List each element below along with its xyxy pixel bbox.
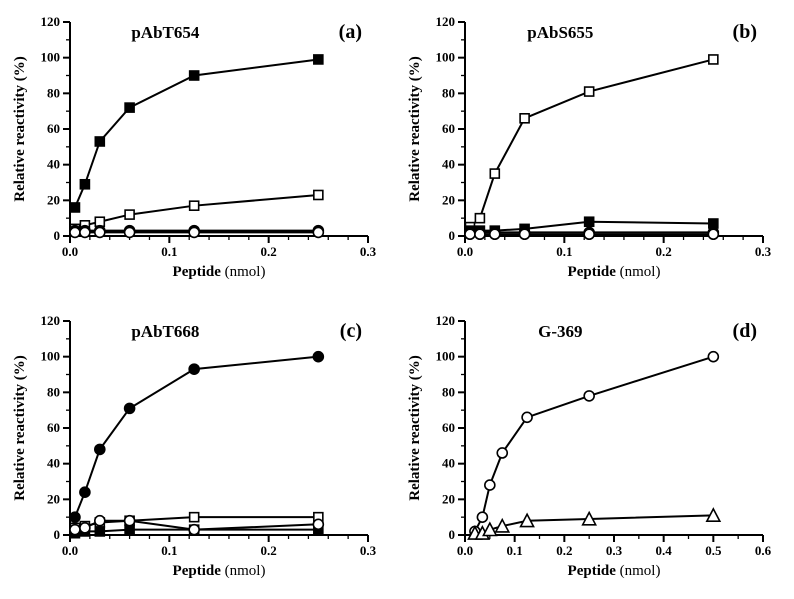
svg-text:0: 0: [54, 527, 61, 542]
svg-text:60: 60: [442, 420, 455, 435]
panel-title: pAbT668: [131, 322, 199, 341]
svg-text:0.5: 0.5: [705, 543, 722, 558]
panel-b: 0 20 40 60 80 100 120 0.0 0.1 0.2 0.3 Relative reac…: [403, 8, 786, 293]
svg-text:40: 40: [47, 157, 60, 172]
svg-text:100: 100: [41, 348, 61, 363]
y-axis-label: Relative reactivity (%): [407, 56, 423, 202]
svg-text:80: 80: [47, 384, 60, 399]
svg-text:0.1: 0.1: [161, 543, 177, 558]
svg-text:0.4: 0.4: [656, 543, 673, 558]
x-axis-label: Peptide (nmol): [568, 264, 661, 280]
svg-text:0.1: 0.1: [507, 543, 523, 558]
figure-grid: 0 20 40 60 80 100 120 0.0 0.1 0.2 0.3 Relative reac…: [0, 0, 794, 599]
x-axis-label: Peptide (nmol): [173, 264, 266, 280]
svg-text:0.3: 0.3: [360, 543, 377, 558]
panel-title: G-369: [538, 322, 582, 341]
svg-text:0.0: 0.0: [62, 244, 78, 259]
svg-text:80: 80: [442, 85, 455, 100]
panel-title: pAbT654: [131, 23, 200, 42]
panel-d: 0 20 40 60 80 100 120 0.0 0.1 0.2 0.3 0.4 0.5 0.6 Rela…: [403, 307, 786, 592]
svg-text:0.3: 0.3: [606, 543, 623, 558]
svg-text:100: 100: [41, 50, 61, 65]
svg-text:120: 120: [41, 313, 61, 328]
x-axis-label: Peptide (nmol): [568, 563, 661, 579]
svg-text:0.2: 0.2: [261, 244, 277, 259]
svg-text:0: 0: [449, 228, 456, 243]
panel-a: 0 20 40 60 80 100 120 0.0 0.1 0.2 0.3 Relative reac…: [8, 8, 391, 293]
svg-text:120: 120: [436, 14, 456, 29]
panel-letter: (b): [733, 21, 757, 43]
svg-text:0: 0: [449, 527, 456, 542]
panel-letter: (c): [340, 320, 362, 342]
svg-text:60: 60: [47, 420, 60, 435]
svg-text:20: 20: [47, 192, 60, 207]
panel-letter: (d): [733, 320, 757, 342]
svg-text:0.1: 0.1: [556, 244, 572, 259]
y-axis-label: Relative reactivity (%): [12, 56, 28, 202]
svg-text:0.1: 0.1: [161, 244, 177, 259]
svg-text:120: 120: [436, 313, 456, 328]
svg-text:120: 120: [41, 14, 61, 29]
svg-text:0.6: 0.6: [755, 543, 772, 558]
svg-text:0: 0: [54, 228, 61, 243]
svg-text:80: 80: [442, 384, 455, 399]
svg-text:40: 40: [442, 157, 455, 172]
svg-text:40: 40: [442, 455, 455, 470]
svg-text:0.2: 0.2: [656, 244, 672, 259]
panel-c: 0 20 40 60 80 100 120 0.0 0.1 0.2 0.3 Relative reac…: [8, 307, 391, 592]
svg-text:60: 60: [442, 121, 455, 136]
svg-text:100: 100: [436, 348, 456, 363]
y-axis-label: Relative reactivity (%): [12, 355, 28, 501]
svg-text:0.0: 0.0: [457, 543, 473, 558]
svg-text:100: 100: [436, 50, 456, 65]
panel-title: pAbS655: [527, 23, 593, 42]
svg-text:0.0: 0.0: [62, 543, 78, 558]
svg-text:0.3: 0.3: [360, 244, 377, 259]
y-axis-label: Relative reactivity (%): [407, 355, 423, 501]
svg-text:20: 20: [47, 491, 60, 506]
x-axis-label: Peptide (nmol): [173, 563, 266, 579]
svg-text:60: 60: [47, 121, 60, 136]
svg-text:0.0: 0.0: [457, 244, 473, 259]
svg-text:0.2: 0.2: [261, 543, 277, 558]
svg-text:40: 40: [47, 455, 60, 470]
svg-text:20: 20: [442, 192, 455, 207]
svg-text:0.2: 0.2: [556, 543, 572, 558]
panel-letter: (a): [339, 21, 362, 43]
svg-text:0.3: 0.3: [755, 244, 772, 259]
svg-text:20: 20: [442, 491, 455, 506]
svg-text:80: 80: [47, 85, 60, 100]
